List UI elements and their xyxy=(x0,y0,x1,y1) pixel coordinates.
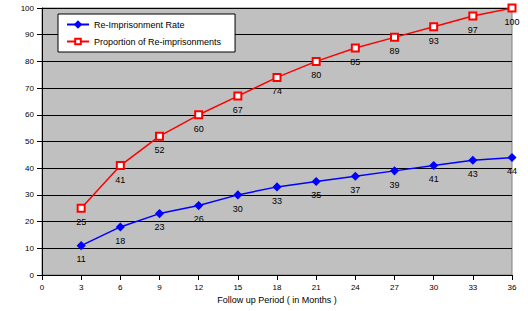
svg-text:89: 89 xyxy=(389,46,399,56)
svg-text:50: 50 xyxy=(25,137,34,146)
svg-text:41: 41 xyxy=(115,175,125,185)
svg-text:93: 93 xyxy=(429,36,439,46)
svg-text:35: 35 xyxy=(311,190,321,200)
svg-text:33: 33 xyxy=(468,283,477,292)
svg-text:41: 41 xyxy=(429,174,439,184)
svg-text:90: 90 xyxy=(25,30,34,39)
svg-text:37: 37 xyxy=(350,185,360,195)
svg-text:36: 36 xyxy=(508,283,517,292)
svg-text:30: 30 xyxy=(429,283,438,292)
svg-text:18: 18 xyxy=(273,283,282,292)
svg-text:12: 12 xyxy=(194,283,203,292)
svg-text:44: 44 xyxy=(507,166,517,176)
svg-text:43: 43 xyxy=(468,169,478,179)
svg-text:74: 74 xyxy=(272,86,282,96)
svg-text:97: 97 xyxy=(468,25,478,35)
svg-text:70: 70 xyxy=(25,84,34,93)
svg-text:30: 30 xyxy=(233,204,243,214)
svg-text:24: 24 xyxy=(351,283,360,292)
svg-text:33: 33 xyxy=(272,196,282,206)
svg-text:Proportion of Re-imprisonments: Proportion of Re-imprisonments xyxy=(94,37,222,47)
svg-text:20: 20 xyxy=(25,217,34,226)
svg-text:9: 9 xyxy=(157,283,162,292)
svg-text:21: 21 xyxy=(312,283,321,292)
svg-text:60: 60 xyxy=(194,124,204,134)
svg-text:23: 23 xyxy=(154,222,164,232)
svg-text:3: 3 xyxy=(79,283,84,292)
svg-text:25: 25 xyxy=(76,217,86,227)
svg-text:15: 15 xyxy=(233,283,242,292)
svg-text:100: 100 xyxy=(21,4,35,13)
svg-text:85: 85 xyxy=(350,57,360,67)
svg-text:11: 11 xyxy=(76,254,85,264)
svg-text:6: 6 xyxy=(118,283,123,292)
svg-text:80: 80 xyxy=(25,57,34,66)
svg-text:80: 80 xyxy=(311,70,321,80)
svg-text:27: 27 xyxy=(390,283,399,292)
svg-text:100: 100 xyxy=(504,17,519,27)
svg-text:Re-Imprisonment Rate: Re-Imprisonment Rate xyxy=(94,20,185,30)
svg-text:0: 0 xyxy=(40,283,45,292)
svg-text:67: 67 xyxy=(233,105,243,115)
svg-text:39: 39 xyxy=(389,180,399,190)
svg-text:18: 18 xyxy=(115,236,125,246)
svg-text:Follow up Period ( in Months ): Follow up Period ( in Months ) xyxy=(217,295,337,305)
svg-text:30: 30 xyxy=(25,190,34,199)
svg-text:60: 60 xyxy=(25,110,34,119)
svg-text:0: 0 xyxy=(30,271,35,280)
svg-text:10: 10 xyxy=(25,244,34,253)
svg-text:52: 52 xyxy=(154,145,164,155)
svg-text:40: 40 xyxy=(25,164,34,173)
svg-text:26: 26 xyxy=(194,214,204,224)
